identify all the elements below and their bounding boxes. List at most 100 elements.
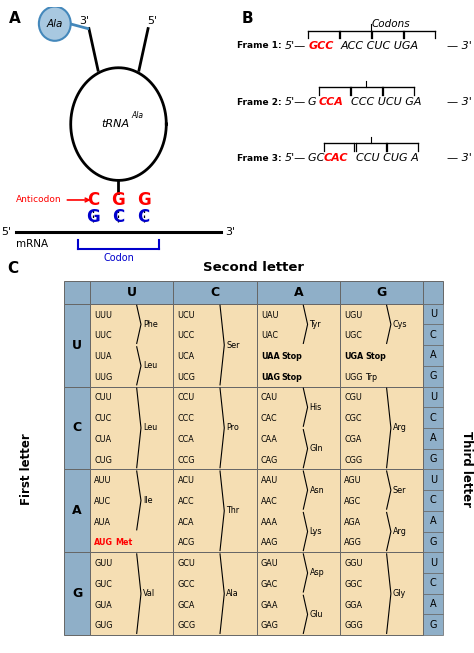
Text: AUC: AUC — [94, 497, 111, 506]
Text: UCG: UCG — [178, 373, 195, 382]
Bar — [423, 281, 443, 304]
Text: G: G — [429, 454, 437, 464]
Text: Asn: Asn — [310, 486, 324, 494]
Text: tRNA: tRNA — [101, 119, 129, 129]
Text: B: B — [242, 11, 254, 26]
Text: Stop: Stop — [365, 352, 386, 361]
Text: A: A — [430, 434, 437, 443]
Text: CCC: CCC — [178, 414, 194, 423]
Text: GGC: GGC — [344, 580, 362, 589]
Bar — [173, 387, 257, 470]
Text: AGU: AGU — [344, 476, 362, 485]
Text: UUC: UUC — [94, 331, 112, 340]
Text: Ser: Ser — [226, 341, 240, 349]
Text: GCU: GCU — [178, 559, 195, 568]
Bar — [90, 470, 173, 552]
Bar — [340, 470, 423, 552]
Text: Ala: Ala — [226, 589, 239, 598]
Text: 5': 5' — [147, 16, 158, 26]
Text: Lys: Lys — [310, 527, 322, 536]
Text: G: G — [72, 587, 82, 600]
Text: Gln: Gln — [310, 444, 323, 453]
Text: GCC: GCC — [308, 40, 334, 51]
Text: Tyr: Tyr — [310, 320, 321, 329]
Text: CAG: CAG — [261, 456, 278, 464]
Bar — [64, 387, 90, 470]
Bar — [173, 552, 257, 635]
Text: A: A — [9, 11, 21, 26]
Text: CGC: CGC — [344, 414, 362, 423]
Text: Val: Val — [143, 589, 155, 598]
Text: C: C — [210, 285, 219, 298]
Text: GAU: GAU — [261, 559, 279, 568]
Text: U: U — [429, 392, 437, 402]
Text: AGA: AGA — [344, 518, 361, 527]
Bar — [423, 407, 443, 428]
Text: G: G — [429, 620, 437, 629]
Bar — [423, 428, 443, 449]
Bar — [64, 281, 90, 304]
Text: UUA: UUA — [94, 352, 112, 361]
Text: G: G — [137, 191, 150, 209]
Text: CCU: CCU — [178, 393, 195, 402]
Bar — [90, 387, 173, 470]
Text: G: G — [429, 371, 437, 381]
Bar — [173, 304, 257, 387]
Bar — [423, 449, 443, 470]
Text: Gly: Gly — [393, 589, 406, 598]
Text: UUG: UUG — [94, 373, 113, 382]
Text: UCC: UCC — [178, 331, 195, 340]
Bar — [64, 470, 90, 552]
Text: UGG: UGG — [344, 373, 363, 382]
Text: First letter: First letter — [19, 434, 33, 505]
Text: CCU CUG A: CCU CUG A — [356, 153, 418, 163]
Text: UAU: UAU — [261, 311, 278, 319]
Text: UCA: UCA — [178, 352, 195, 361]
Text: Stop: Stop — [282, 373, 303, 382]
Bar — [423, 552, 443, 573]
Text: UGC: UGC — [344, 331, 362, 340]
Text: UCU: UCU — [178, 311, 195, 319]
Text: C: C — [73, 421, 82, 434]
Text: GCC: GCC — [178, 580, 195, 589]
Text: G: G — [429, 537, 437, 547]
Text: Anticodon: Anticodon — [16, 195, 89, 204]
Text: AAC: AAC — [261, 497, 278, 506]
Text: CAU: CAU — [261, 393, 278, 402]
Bar — [423, 366, 443, 387]
Text: C: C — [7, 261, 18, 276]
Bar — [423, 470, 443, 490]
Text: Phe: Phe — [143, 320, 158, 329]
Text: GAG: GAG — [261, 621, 279, 630]
Text: Leu: Leu — [143, 423, 157, 432]
Text: A: A — [72, 504, 82, 517]
Bar — [257, 281, 340, 304]
Text: Pro: Pro — [226, 423, 239, 432]
Bar — [257, 552, 340, 635]
Text: CUC: CUC — [94, 414, 111, 423]
Text: GGU: GGU — [344, 559, 363, 568]
Text: G: G — [111, 191, 126, 209]
Bar — [257, 470, 340, 552]
Text: U: U — [429, 309, 437, 319]
Text: Asp: Asp — [310, 568, 324, 577]
Text: CAC: CAC — [261, 414, 278, 423]
Text: GCA: GCA — [178, 601, 195, 609]
Bar — [340, 387, 423, 470]
Text: 3': 3' — [226, 227, 236, 237]
Text: UGA: UGA — [344, 352, 364, 361]
Bar — [423, 594, 443, 614]
Text: A: A — [430, 516, 437, 526]
Bar — [64, 552, 90, 635]
Text: CCA: CCA — [178, 435, 194, 444]
Text: Trp: Trp — [365, 373, 377, 382]
Text: C: C — [430, 496, 437, 505]
Text: 3': 3' — [79, 16, 90, 26]
Text: ACC: ACC — [178, 497, 194, 506]
Text: AGG: AGG — [344, 539, 362, 547]
Text: CCA: CCA — [319, 97, 344, 107]
Text: C: C — [137, 208, 150, 226]
Bar — [423, 304, 443, 325]
Text: GUA: GUA — [94, 601, 112, 609]
Bar — [90, 552, 173, 635]
